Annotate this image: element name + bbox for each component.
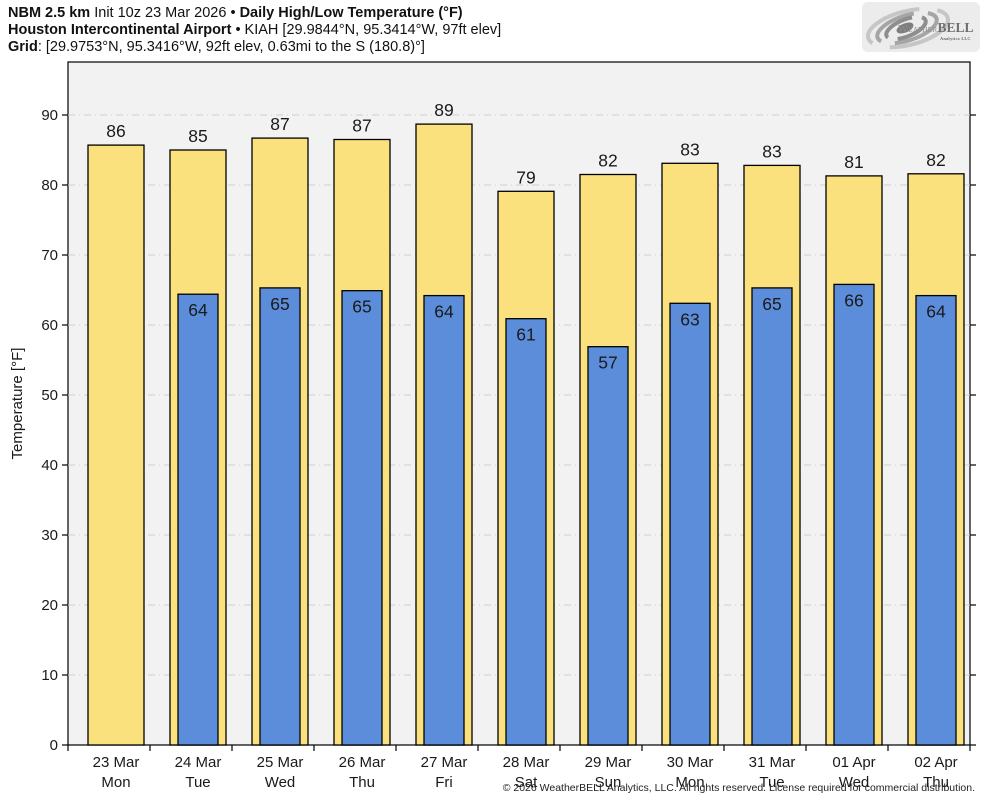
- y-tick-label: 10: [41, 667, 58, 684]
- low-value-label: 66: [844, 290, 863, 310]
- x-label-day: Thu: [349, 774, 375, 791]
- low-bar: [341, 290, 383, 746]
- hurricane-swirl-icon: [866, 6, 950, 50]
- y-tick-label: 80: [41, 177, 58, 194]
- x-label-date: 02 Apr: [914, 754, 957, 771]
- y-tick-label: 50: [41, 387, 58, 404]
- y-tick-label: 40: [41, 457, 58, 474]
- header-line-3: Grid: [29.9753°N, 95.3416°W, 92ft elev, …: [8, 39, 501, 56]
- high-value-label: 86: [106, 121, 125, 141]
- x-label-date: 31 Mar: [749, 754, 796, 771]
- high-value-label: 82: [926, 150, 945, 170]
- copyright-notice: © 2026 WeatherBELL Analytics, LLC. All r…: [502, 782, 975, 794]
- y-tick-label: 60: [41, 317, 58, 334]
- logo-wordmark: WeatherBELL: [898, 20, 974, 35]
- low-value-label: 65: [270, 294, 289, 314]
- station-details: KIAH [29.9844°N, 95.3414°W, 97ft elev]: [244, 22, 502, 38]
- product-title: Daily High/Low Temperature (°F): [239, 5, 463, 21]
- logo-text-bell: BELL: [938, 20, 974, 35]
- chart-header: NBM 2.5 km Init 10z 23 Mar 2026 • Daily …: [8, 5, 501, 56]
- high-value-label: 79: [516, 167, 535, 187]
- low-bar: [751, 287, 793, 746]
- x-label-day: Wed: [265, 774, 296, 791]
- x-label-date: 30 Mar: [667, 754, 714, 771]
- weatherbell-logo: WeatherBELL Analytics LLC: [862, 2, 980, 52]
- x-label-date: 28 Mar: [503, 754, 550, 771]
- x-label-day: Thu: [923, 774, 949, 791]
- high-value-label: 85: [188, 126, 207, 146]
- x-label-date: 26 Mar: [339, 754, 386, 771]
- grid-label: Grid: [8, 39, 38, 55]
- x-label-date: 24 Mar: [175, 754, 222, 771]
- low-bar: [587, 346, 629, 746]
- low-value-label: 64: [926, 302, 946, 322]
- grid-details: : [29.9753°N, 95.3416°W, 92ft elev, 0.63…: [37, 39, 425, 55]
- header-line-2: Houston Intercontinental Airport • KIAH …: [8, 22, 501, 39]
- low-bar: [669, 302, 711, 746]
- x-label-day: Wed: [839, 774, 870, 791]
- low-value-label: 57: [598, 353, 617, 373]
- x-label-day: Sun: [595, 774, 622, 791]
- y-tick-label: 0: [50, 737, 58, 754]
- y-tick-label: 30: [41, 527, 58, 544]
- y-tick-label: 20: [41, 597, 58, 614]
- x-label-day: Sat: [515, 774, 538, 791]
- high-value-label: 89: [434, 100, 453, 120]
- bullet-separator: •: [235, 22, 241, 38]
- high-value-label: 83: [680, 139, 699, 159]
- high-bar: [87, 144, 145, 746]
- x-label-date: 23 Mar: [93, 754, 140, 771]
- low-value-label: 65: [762, 294, 781, 314]
- low-bar: [259, 287, 301, 746]
- low-value-label: 61: [516, 325, 535, 345]
- x-label-day: Tue: [759, 774, 784, 791]
- high-value-label: 83: [762, 141, 781, 161]
- x-label-date: 25 Mar: [257, 754, 304, 771]
- low-value-label: 64: [188, 300, 208, 320]
- low-value-label: 63: [680, 309, 699, 329]
- y-tick-label: 70: [41, 247, 58, 264]
- high-value-label: 81: [844, 152, 863, 172]
- x-label-day: Mon: [675, 774, 704, 791]
- station-name: Houston Intercontinental Airport: [8, 22, 232, 38]
- high-value-label: 87: [270, 114, 289, 134]
- x-label-date: 27 Mar: [421, 754, 468, 771]
- x-label-day: Mon: [101, 774, 130, 791]
- low-bar: [833, 283, 875, 746]
- x-label-date: 29 Mar: [585, 754, 632, 771]
- logo-subtext: Analytics LLC: [940, 36, 971, 41]
- low-bar: [505, 318, 547, 746]
- low-bar: [915, 294, 957, 746]
- header-line-1: NBM 2.5 km Init 10z 23 Mar 2026 • Daily …: [8, 5, 501, 22]
- y-axis-title: Temperature [°F]: [9, 348, 26, 460]
- high-value-label: 87: [352, 116, 371, 136]
- low-value-label: 64: [434, 302, 454, 322]
- model-name: NBM 2.5 km: [8, 5, 91, 21]
- y-tick-label: 90: [41, 107, 58, 124]
- low-bar: [423, 294, 465, 746]
- low-bar: [177, 293, 219, 746]
- x-label-day: Fri: [435, 774, 453, 791]
- logo-text-weather: Weather: [898, 24, 938, 35]
- high-value-label: 82: [598, 151, 617, 171]
- init-time: Init 10z 23 Mar 2026: [94, 5, 227, 21]
- bullet-separator: •: [230, 5, 236, 21]
- x-label-date: 01 Apr: [832, 754, 875, 771]
- x-label-day: Tue: [185, 774, 210, 791]
- low-value-label: 65: [352, 297, 371, 317]
